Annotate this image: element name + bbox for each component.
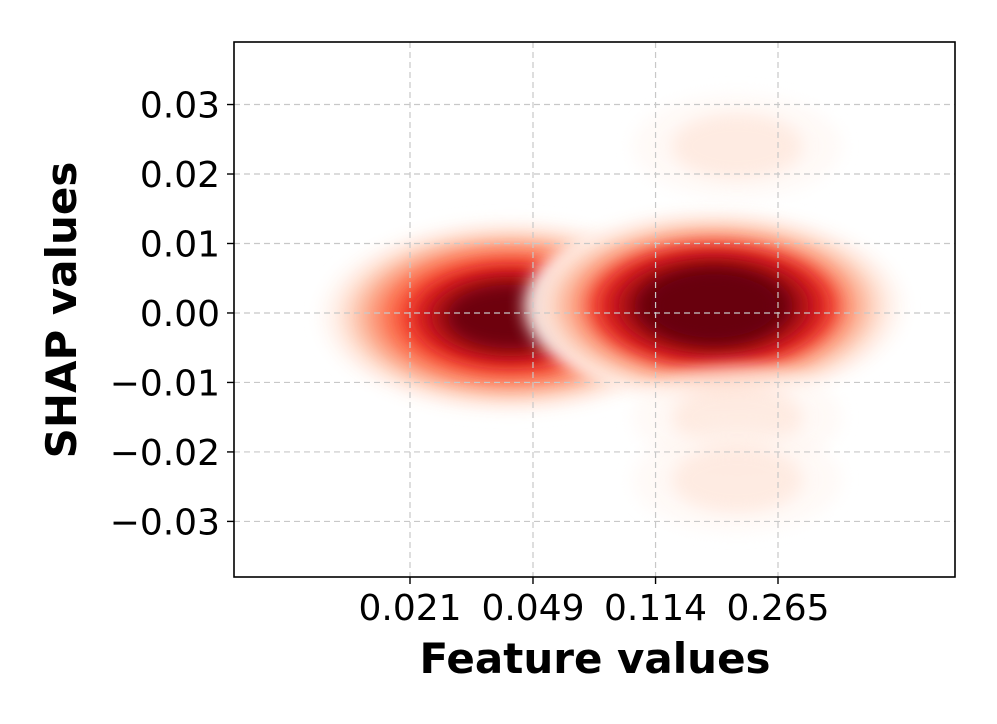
y-tick-label: 0.02 — [140, 155, 220, 196]
density-level — [671, 447, 803, 513]
y-tick-label: 0.03 — [140, 86, 220, 127]
density-level — [650, 274, 777, 338]
density-layer — [320, 93, 904, 532]
density-cluster — [632, 427, 842, 532]
y-tick-label: −0.02 — [110, 433, 220, 474]
y-tick-label: −0.01 — [110, 363, 220, 404]
y-tick-label: 0.01 — [140, 224, 220, 265]
x-axis-title: Feature values — [419, 634, 770, 683]
density-cluster — [523, 211, 904, 402]
plot-frame — [233, 41, 956, 578]
density-cluster — [632, 93, 842, 199]
y-tick-label: 0.00 — [140, 294, 220, 335]
y-ticks: 0.03 0.02 0.01 0.00 −0.01 −0.02 −0.03 — [110, 86, 234, 543]
x-ticks: 0.021 0.049 0.114 0.265 — [358, 577, 830, 629]
x-tick-label: 0.049 — [481, 588, 584, 629]
y-tick-label: −0.03 — [110, 502, 220, 543]
x-tick-label: 0.114 — [604, 588, 707, 629]
x-tick-label: 0.021 — [358, 588, 461, 629]
x-tick-label: 0.265 — [726, 588, 829, 629]
grid-lines — [234, 42, 955, 577]
density-level — [671, 113, 803, 179]
y-axis-title: SHAP values — [37, 162, 86, 459]
